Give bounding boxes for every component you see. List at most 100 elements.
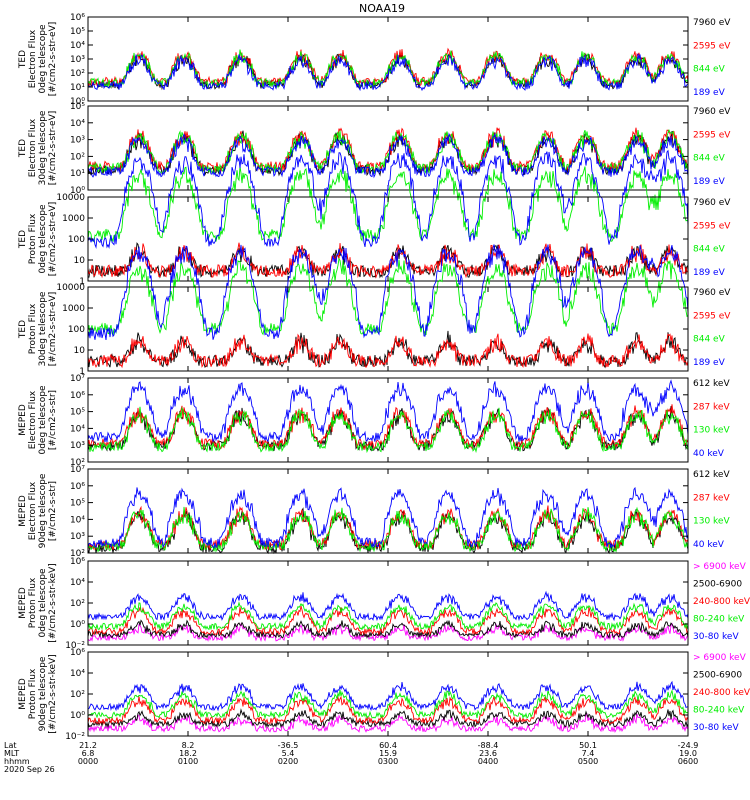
footer-tick-mlt: 7.4 xyxy=(582,749,595,758)
y-tick-label: 100 xyxy=(68,235,85,245)
trace-line xyxy=(87,601,689,631)
footer-tick-lat: -36.5 xyxy=(278,741,299,750)
footer-tick-hhmm: 0100 xyxy=(178,757,198,766)
plot-title: NOAA19 xyxy=(359,2,405,15)
y-axis-label: [#/cm2-s-str] xyxy=(48,481,58,541)
panel-3: 1 10 100 1000 10000 TED Proton Flux 0deg telesc… xyxy=(18,149,731,287)
trace-line xyxy=(87,486,689,549)
footer-tick-hhmm: 0300 xyxy=(378,757,398,766)
y-tick-label: 10³ xyxy=(70,55,85,65)
panel-7: 10⁻² 10⁰ 10² 10⁴ 10⁶ MEPED Proton Flux 0deg tel… xyxy=(18,557,750,651)
y-axis-label: [#/cm2-s-str-eV] xyxy=(48,292,58,367)
y-tick-label: 10⁴ xyxy=(70,424,85,434)
panel-8: 10⁻² 10⁰ 10² 10⁴ 10⁶ MEPED Proton Flux 90deg te… xyxy=(18,648,750,742)
legend-entry: 189 eV xyxy=(693,358,726,368)
y-axis-label: Proton Flux xyxy=(28,668,38,719)
y-axis-label: 30deg telescope xyxy=(38,110,48,185)
series-7-4 xyxy=(87,601,689,631)
y-tick-label: 10 xyxy=(74,256,86,266)
trace-line xyxy=(87,622,689,643)
footer-tick-lat: -88.4 xyxy=(478,741,499,750)
y-tick-label: 10⁴ xyxy=(70,578,85,588)
trace-line xyxy=(87,127,689,174)
footer-tick-mlt: 23.6 xyxy=(479,749,497,758)
y-tick-label: 10² xyxy=(70,458,85,468)
y-tick-label: 10⁵ xyxy=(70,499,85,509)
y-axis-label: 30deg telescope xyxy=(38,291,48,366)
footer-tick-lat: -24.9 xyxy=(678,741,699,750)
y-tick-label: 100 xyxy=(68,325,85,335)
series-7-2 xyxy=(87,619,689,639)
footer-row-label: hhmm xyxy=(4,757,30,766)
trace-line xyxy=(87,49,689,89)
y-axis-label: MEPED xyxy=(18,678,28,710)
y-axis-label: [#/cm2-s-str-eV] xyxy=(48,22,58,97)
legend-entry: 7960 eV xyxy=(693,107,731,117)
y-tick-label: 10³ xyxy=(70,441,85,451)
y-axis-label: 0deg telescope xyxy=(38,204,48,274)
series-1-3 xyxy=(87,49,689,89)
y-tick-label: 10⁵ xyxy=(70,102,85,112)
y-tick-label: 10⁻² xyxy=(65,641,85,651)
y-axis-label: TED xyxy=(18,50,28,69)
y-tick-label: 10000 xyxy=(56,193,85,203)
legend-entry: 2595 eV xyxy=(693,221,731,231)
y-tick-label: 1 xyxy=(79,277,85,287)
series-4-3 xyxy=(87,257,689,337)
y-tick-label: 10⁷ xyxy=(70,374,85,384)
y-axis-label: 90deg telescope xyxy=(38,656,48,731)
y-tick-label: 1 xyxy=(79,367,85,377)
series-6-3 xyxy=(87,506,689,553)
y-tick-label: 10⁴ xyxy=(70,515,85,525)
y-tick-label: 1000 xyxy=(62,214,85,224)
series-3-3 xyxy=(87,166,689,243)
trace-line xyxy=(87,257,689,337)
trace-line xyxy=(87,128,689,175)
footer-tick-lat: 60.4 xyxy=(379,741,397,750)
y-tick-label: 10³ xyxy=(70,136,85,146)
footer-row-label: MLT xyxy=(4,749,19,758)
y-tick-label: 10⁴ xyxy=(70,669,85,679)
footer-tick-mlt: 18.2 xyxy=(179,749,197,758)
trace-line xyxy=(87,605,689,636)
y-tick-label: 10¹ xyxy=(70,83,85,93)
legend-entry: 30-80 keV xyxy=(693,632,739,642)
legend-entry: 2595 eV xyxy=(693,41,731,51)
series-8-5 xyxy=(87,680,689,712)
legend-entry: 844 eV xyxy=(693,335,726,345)
footer-tick-lat: 8.2 xyxy=(182,741,195,750)
series-8-3 xyxy=(87,695,689,726)
legend-entry: 240-800 keV xyxy=(693,597,750,607)
trace-line xyxy=(87,619,689,639)
y-tick-label: 10⁵ xyxy=(70,27,85,37)
series-8-2 xyxy=(87,708,689,729)
y-axis-label: 0deg telescope xyxy=(38,24,48,94)
trace-line xyxy=(87,590,689,622)
y-tick-label: 10⁶ xyxy=(70,13,85,23)
y-axis-label: Proton Flux xyxy=(28,577,38,628)
series-4-4 xyxy=(87,244,689,340)
y-tick-label: 10⁶ xyxy=(70,557,85,567)
y-tick-label: 10⁻² xyxy=(65,732,85,742)
legend-entry: 844 eV xyxy=(693,154,726,164)
y-axis-label: Electron Flux xyxy=(28,390,38,449)
y-tick-label: 10000 xyxy=(56,283,85,293)
footer-tick-mlt: 6.8 xyxy=(82,749,95,758)
footer-tick-mlt: 15.9 xyxy=(379,749,397,758)
series-7-1 xyxy=(87,622,689,643)
series-1-4 xyxy=(87,53,689,92)
footer-tick-hhmm: 0400 xyxy=(478,757,498,766)
panel-6: 10² 10³ 10⁴ 10⁵ 10⁶ 10⁷ MEPED Electron Flux 90de… xyxy=(18,465,730,559)
legend-entry: 2500-6900 xyxy=(693,580,742,590)
y-tick-label: 10⁰ xyxy=(70,711,85,721)
footer-tick-lat: 50.1 xyxy=(579,741,597,750)
series-5-2 xyxy=(87,404,689,451)
trace-line xyxy=(87,695,689,726)
legend-entry: 844 eV xyxy=(693,245,726,255)
series-4-2 xyxy=(87,333,689,369)
trace-line xyxy=(87,149,689,250)
legend-entry: 130 keV xyxy=(693,426,730,436)
legend-entry: 240-800 keV xyxy=(693,688,750,698)
legend-entry: 189 eV xyxy=(693,88,726,98)
